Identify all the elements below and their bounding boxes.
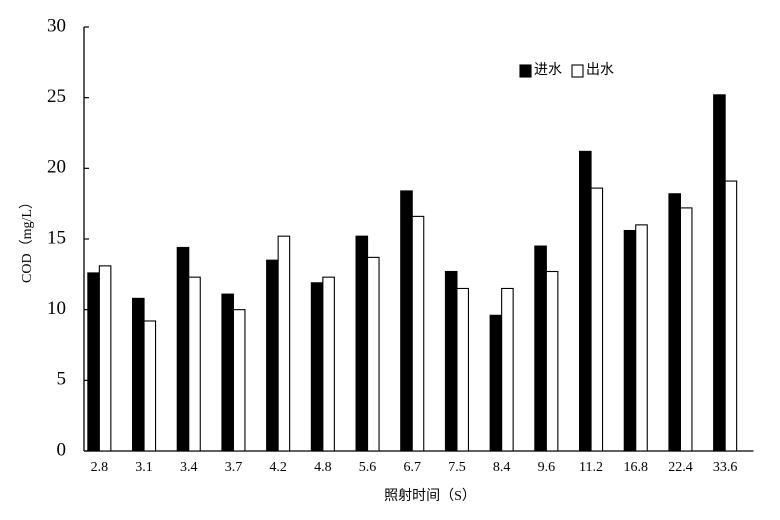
bar xyxy=(266,259,279,452)
x-tick-label: 16.8 xyxy=(624,460,649,475)
x-tick-label: 6.7 xyxy=(404,460,422,475)
x-tick-label: 3.1 xyxy=(135,460,153,475)
bar xyxy=(355,235,369,452)
bar xyxy=(590,187,604,452)
y-tick-label: 5 xyxy=(57,369,67,390)
bar xyxy=(132,297,145,452)
bar xyxy=(366,256,380,452)
x-tick-label: 2.8 xyxy=(91,460,109,475)
x-tick-label: 5.6 xyxy=(359,460,377,475)
y-axis-label: COD（mg/L） xyxy=(19,195,35,283)
y-tick-label: 0 xyxy=(57,439,67,460)
bar xyxy=(545,270,559,452)
bar xyxy=(411,215,425,452)
bar xyxy=(310,282,324,452)
bar xyxy=(623,229,637,452)
bar xyxy=(188,276,201,452)
y-tick-label: 20 xyxy=(47,157,66,178)
bar xyxy=(668,193,682,452)
legend-swatch xyxy=(571,64,584,78)
bar xyxy=(456,287,470,452)
bar xyxy=(98,265,112,452)
x-tick-label: 8.4 xyxy=(493,460,511,475)
y-tick-label: 30 xyxy=(47,15,66,36)
bar xyxy=(322,276,335,452)
bar xyxy=(501,287,514,452)
x-axis-label: 照射时间（S） xyxy=(384,488,476,504)
bar xyxy=(578,150,592,452)
bar xyxy=(635,224,648,452)
legend-label: 出水 xyxy=(586,62,614,78)
bar xyxy=(724,180,738,452)
x-tick-label: 3.7 xyxy=(225,460,243,475)
bar xyxy=(534,245,547,452)
bar xyxy=(713,94,726,452)
x-tick-label: 4.2 xyxy=(269,460,287,475)
bar xyxy=(143,320,157,452)
x-tick-label: 3.4 xyxy=(180,460,198,475)
bar xyxy=(489,314,503,452)
bar xyxy=(444,270,458,452)
bar xyxy=(277,235,291,452)
x-tick-label: 33.6 xyxy=(713,460,738,475)
bar xyxy=(400,190,413,452)
x-tick-label: 22.4 xyxy=(668,460,693,475)
y-tick-label: 10 xyxy=(47,298,66,319)
y-tick-label: 25 xyxy=(47,86,66,107)
x-tick-label: 4.8 xyxy=(314,460,332,475)
legend-swatch xyxy=(519,64,532,78)
bar xyxy=(679,207,693,452)
y-tick-label: 15 xyxy=(47,227,66,248)
legend-label: 进水 xyxy=(534,62,562,78)
x-tick-label: 7.5 xyxy=(448,460,466,475)
x-tick-label: 11.2 xyxy=(579,460,603,475)
bar xyxy=(232,309,246,452)
bar xyxy=(87,272,100,452)
bar xyxy=(221,293,234,452)
bar xyxy=(176,246,190,452)
x-tick-label: 9.6 xyxy=(538,460,556,475)
